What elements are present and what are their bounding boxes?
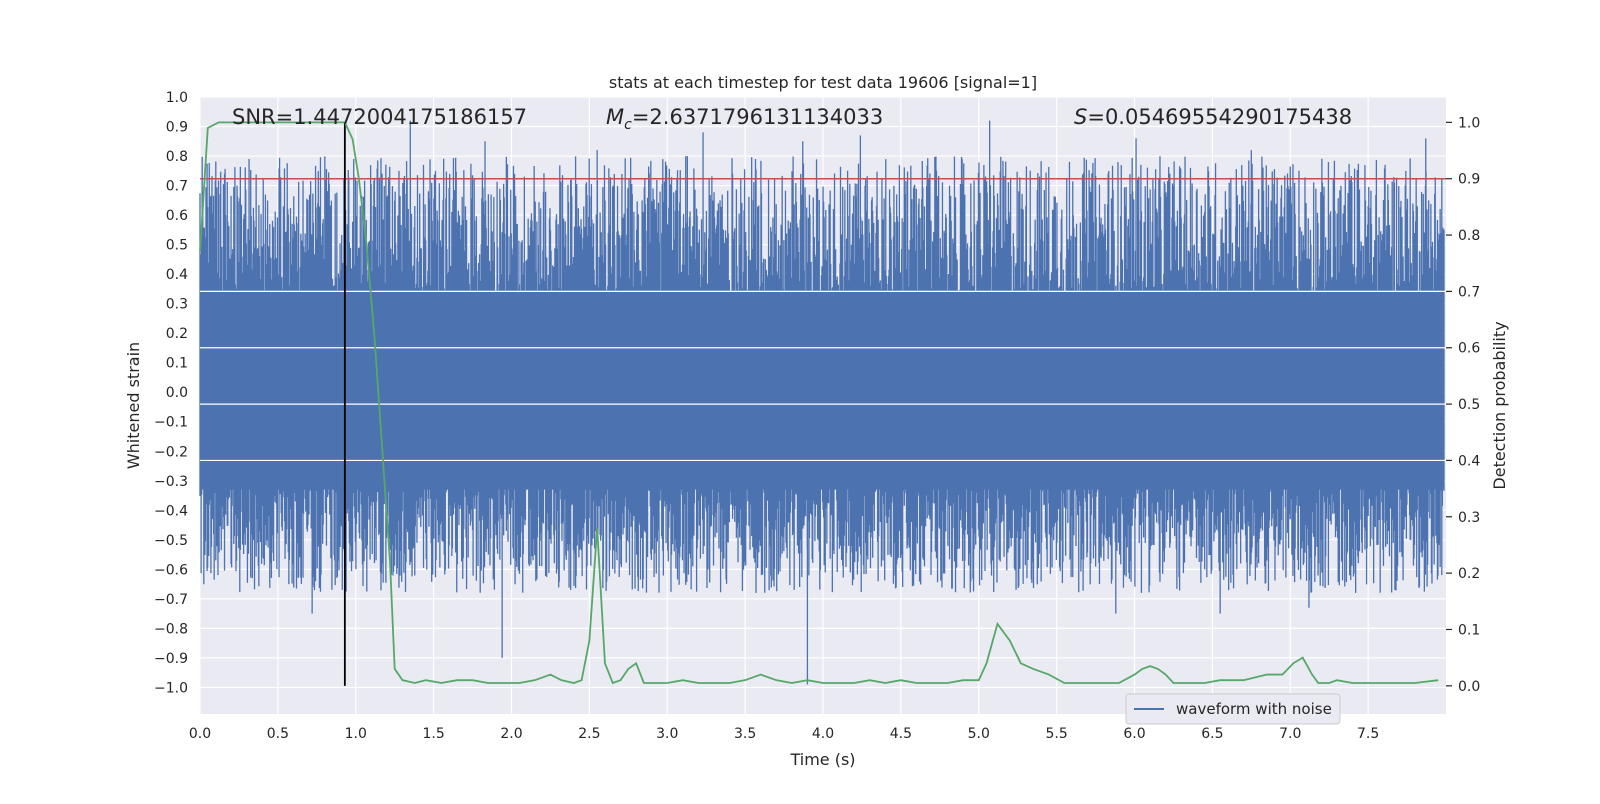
- snr-annotation: SNR=1.4472004175186157: [232, 105, 527, 129]
- y-left-tick-label: −0.3: [154, 474, 188, 490]
- x-tick-label: 3.0: [656, 726, 678, 742]
- mc-subscript: c: [624, 117, 632, 133]
- x-tick-label: 2.0: [500, 726, 522, 742]
- chart-title: stats at each timestep for test data 196…: [609, 73, 1037, 92]
- y-right-tick-label: 0.3: [1458, 510, 1480, 526]
- x-tick-label: 5.5: [1045, 726, 1067, 742]
- y-left-tick-label: 0.9: [166, 120, 188, 136]
- detection-probability-line: [199, 121, 1439, 685]
- y-left-tick-label: 0.2: [166, 326, 188, 342]
- x-tick-label: 1.5: [422, 726, 444, 742]
- legend-box: [1125, 693, 1341, 725]
- y-left-tick-label: −0.7: [154, 592, 188, 608]
- x-axis-label: Time (s): [789, 750, 855, 769]
- x-tick-label: 4.0: [812, 726, 834, 742]
- y-left-tick-label: −1.0: [154, 680, 188, 696]
- s-value: =0.05469554290175438: [1087, 105, 1352, 129]
- y-right-tick-label: 0.6: [1458, 341, 1480, 357]
- y-right-tick-label: 0.1: [1458, 622, 1480, 638]
- y-right-tick-label: 0.2: [1458, 566, 1480, 582]
- waveform-series: [199, 120, 1446, 685]
- y-left-tick-label: −0.9: [154, 651, 188, 667]
- axis-ticks: 0.0 0.5 1.0 1.5 2.0 2.5 3.0 3.5 4.0 4.5 5.0 5.5 6.0 6…: [154, 90, 1480, 742]
- chirp-mass-annotation: Mc=2.6371796131134033: [606, 105, 883, 133]
- y-left-tick-label: 0.3: [166, 297, 188, 313]
- y-left-tick-label: 0.1: [166, 356, 188, 372]
- y-right-tick-label: 0.4: [1458, 453, 1480, 469]
- s-symbol: S: [1074, 105, 1087, 129]
- y-right-tick-label: 1.0: [1458, 115, 1480, 131]
- x-tick-label: 6.0: [1123, 726, 1145, 742]
- y-right-tick-label: 0.9: [1458, 172, 1480, 188]
- mc-value: =2.6371796131134033: [632, 105, 883, 129]
- mc-symbol: M: [606, 105, 624, 129]
- y-left-tick-label: −0.2: [154, 444, 188, 460]
- x-tick-label: 6.5: [1201, 726, 1223, 742]
- y-left-tick-label: −0.8: [154, 621, 188, 637]
- y-left-tick-label: 0.4: [166, 267, 188, 283]
- overlay-lines: [199, 121, 1446, 686]
- y-left-tick-label: 1.0: [166, 90, 188, 106]
- y-right-tick-label: 0.0: [1458, 679, 1480, 695]
- y-left-tick-label: −0.4: [154, 503, 188, 519]
- y-left-tick-label: −0.5: [154, 533, 188, 549]
- y-left-tick-label: 0.7: [166, 179, 188, 195]
- x-tick-label: 7.5: [1357, 726, 1379, 742]
- x-tick-label: 2.5: [578, 726, 600, 742]
- x-tick-label: 1.0: [345, 726, 367, 742]
- x-tick-label: 0.0: [189, 726, 211, 742]
- x-tick-label: 5.0: [968, 726, 990, 742]
- y-axis-label-left: Whitened strain: [124, 342, 143, 469]
- y-left-tick-label: 0.6: [166, 208, 188, 224]
- waveform-line: [199, 120, 1445, 685]
- y-axis-label-right: Detection probability: [1490, 321, 1509, 489]
- y-left-tick-label: 0.0: [166, 385, 188, 401]
- y-left-tick-label: −0.6: [154, 562, 188, 578]
- x-tick-label: 0.5: [267, 726, 289, 742]
- y-right-tick-label: 0.7: [1458, 284, 1480, 300]
- y-left-tick-label: −0.1: [154, 415, 188, 431]
- x-tick-label: 4.5: [890, 726, 912, 742]
- legend: waveform with noise: [1125, 693, 1341, 725]
- y-right-tick-label: 0.5: [1458, 397, 1480, 413]
- x-tick-label: 7.0: [1279, 726, 1301, 742]
- y-left-tick-label: 0.5: [166, 238, 188, 254]
- s-annotation: S=0.05469554290175438: [1074, 105, 1352, 129]
- x-tick-label: 3.5: [734, 726, 756, 742]
- y-left-tick-label: 0.8: [166, 149, 188, 165]
- y-right-tick-label: 0.8: [1458, 228, 1480, 244]
- legend-label-waveform: waveform with noise: [1176, 700, 1332, 718]
